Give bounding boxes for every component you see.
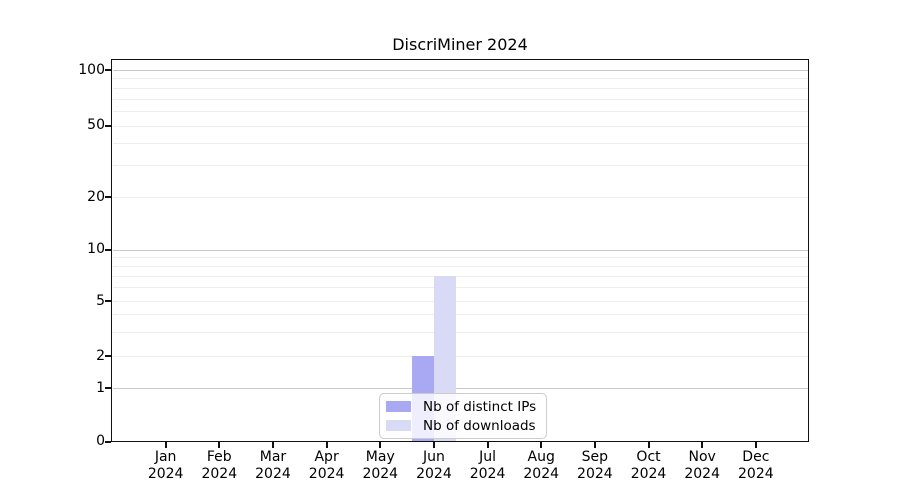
gridline-minor [113,98,808,100]
gridline-major [113,249,808,251]
y-axis-tick-mark [105,355,111,357]
y-axis-tick-label: 1 [96,379,105,396]
legend-swatch-downloads [386,420,411,431]
x-axis-tick-label: Mar 2024 [238,449,308,483]
y-axis-tick-label: 2 [96,347,105,364]
gridline-minor [113,165,808,167]
x-axis-tick-mark [164,442,167,448]
x-axis-tick-mark [432,442,435,448]
x-tick-month: Oct [636,449,661,465]
gridline-minor [113,331,808,333]
x-tick-year: 2024 [416,466,452,482]
x-axis-tick-mark [379,442,382,448]
legend-label: Nb of distinct IPs [423,398,537,415]
y-axis-tick-label: 5 [96,292,105,309]
y-axis-tick-label: 0 [96,433,105,449]
gridline-minor [113,125,808,127]
y-axis-tick-mark [105,69,111,71]
x-tick-month: Aug [527,449,555,465]
x-axis-tick-label: Dec 2024 [721,449,791,483]
gridline-minor [113,276,808,277]
gridline-minor [113,356,808,357]
gridline-minor [113,142,808,144]
x-axis-tick-mark [754,442,757,448]
gridline-minor [113,266,808,268]
legend: Nb of distinct IPs Nb of downloads [379,393,547,439]
x-tick-month: Dec [742,449,770,465]
x-axis-tick-mark [218,442,221,448]
gridline-minor [113,110,808,112]
x-axis-tick-label: May 2024 [345,449,415,483]
x-tick-year: 2024 [362,466,399,482]
gridline-minor [113,301,808,302]
x-tick-year: 2024 [684,466,720,482]
x-tick-month: Jun [422,449,445,465]
gridline-minor [113,314,808,316]
y-axis-tick-mark [105,124,111,127]
x-tick-year: 2024 [255,466,291,482]
x-axis-tick-mark [593,442,596,448]
plot-frame [111,59,809,442]
x-axis-tick-mark [701,442,704,448]
x-tick-year: 2024 [523,466,560,482]
x-axis-tick-mark [325,442,328,448]
x-axis-tick-label: Jun 2024 [399,449,469,483]
x-tick-month: Feb [206,449,232,465]
y-axis-tick-mark [105,440,111,443]
gridline-minor [113,257,808,259]
x-tick-year: 2024 [738,466,774,482]
x-axis-tick-mark [540,442,543,448]
y-axis-tick-label: 50 [87,117,105,133]
x-tick-month: Apr [314,449,339,465]
x-tick-month: May [365,449,395,465]
x-tick-year: 2024 [469,466,506,482]
x-axis-tick-label: Feb 2024 [184,449,254,483]
x-axis-tick-mark [647,442,650,448]
legend-item: Nb of distinct IPs [386,399,540,415]
gridline-major [113,388,808,389]
y-axis-tick-label: 100 [78,61,105,78]
x-tick-year: 2024 [577,466,613,482]
x-axis-tick-label: Jul 2024 [453,449,523,483]
x-axis-tick-mark [271,442,274,448]
y-axis-tick-label: 10 [87,241,105,257]
y-axis-tick-label: 20 [87,188,105,205]
x-axis-tick-label: Oct 2024 [614,449,684,483]
x-tick-year: 2024 [201,466,238,482]
x-tick-year: 2024 [630,466,667,482]
legend-swatch-distinct-ips [386,401,411,412]
x-axis-tick-label: Sep 2024 [560,449,630,483]
gridline-minor [113,197,808,198]
y-axis-tick-mark [105,196,111,198]
y-axis-tick-mark [105,387,111,389]
x-tick-month: Jan [154,449,177,465]
x-tick-month: Mar [259,449,287,465]
chart-title: DiscriMiner 2024 [392,35,528,54]
gridline-minor [113,287,808,289]
x-tick-year: 2024 [308,466,345,482]
x-tick-month: Sep [581,449,609,465]
y-axis-tick-mark [105,248,111,251]
x-axis-tick-label: Jan 2024 [131,449,201,483]
legend-label: Nb of downloads [423,417,536,434]
legend-item: Nb of downloads [386,418,540,434]
x-axis-tick-mark [486,442,489,448]
gridline-major [113,70,808,71]
x-tick-month: Nov [688,449,716,465]
gridline-minor [113,78,808,80]
x-tick-year: 2024 [147,466,184,482]
x-tick-month: Jul [479,449,497,465]
x-axis-tick-label: Nov 2024 [667,449,737,483]
x-axis-tick-label: Apr 2024 [292,449,362,483]
gridline-minor [113,87,808,89]
y-axis-tick-mark [105,300,111,302]
x-axis-tick-label: Aug 2024 [506,449,576,483]
